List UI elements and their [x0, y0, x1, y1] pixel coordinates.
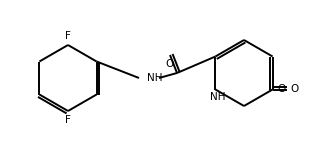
Text: O: O [166, 59, 174, 69]
Text: O: O [278, 84, 286, 95]
Text: O: O [290, 84, 299, 95]
Text: F: F [65, 31, 71, 41]
Text: NH: NH [210, 93, 225, 102]
Text: F: F [65, 115, 71, 125]
Text: NH: NH [147, 73, 163, 83]
